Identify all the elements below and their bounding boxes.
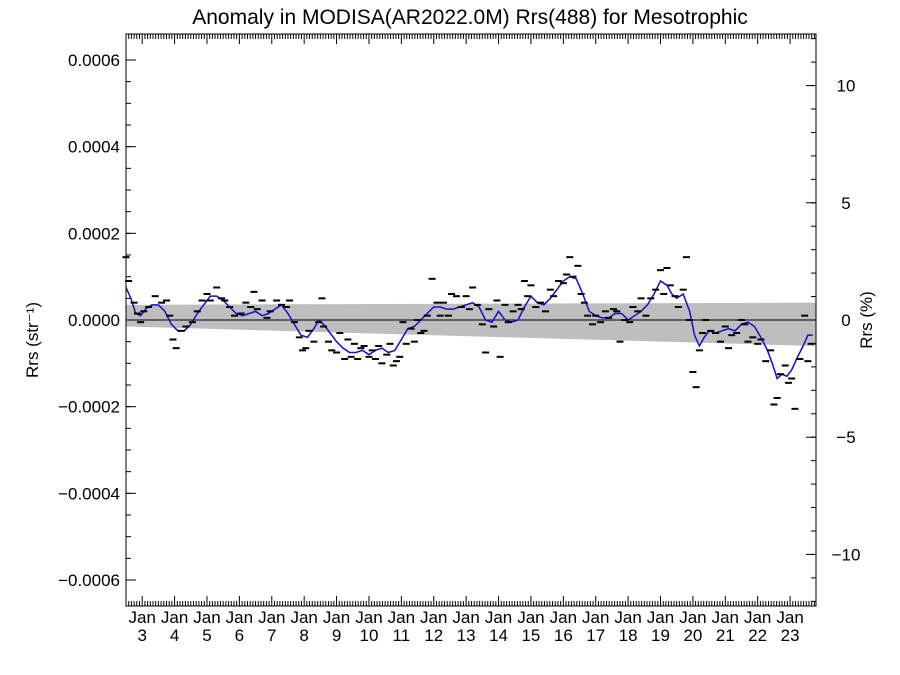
x-tick-year-label: 4 [170, 626, 179, 645]
x-tick-month-label: Jan [452, 608, 479, 627]
right-tick-label: 10 [837, 77, 856, 96]
right-y-axis: 10 5 0 −5 −10 [806, 38, 861, 602]
x-tick-month-label: Jan [582, 608, 609, 627]
x-tick-year-label: 20 [683, 626, 702, 645]
x-tick-month-label: Jan [776, 608, 803, 627]
x-tick-month-label: Jan [550, 608, 577, 627]
x-tick-year-label: 16 [554, 626, 573, 645]
x-tick-month-label: Jan [290, 608, 317, 627]
right-tick-label: 5 [841, 194, 850, 213]
x-tick-year-label: 12 [424, 626, 443, 645]
x-tick-year-label: 5 [202, 626, 211, 645]
x-tick-month-label: Jan [323, 608, 350, 627]
x-tick-year-label: 18 [619, 626, 638, 645]
x-tick-year-label: 6 [235, 626, 244, 645]
x-tick-month-label: Jan [258, 608, 285, 627]
chart-title: Anomaly in MODISA(AR2022.0M) Rrs(488) fo… [192, 6, 748, 29]
x-tick-month-label: Jan [744, 608, 771, 627]
uncertainty-band-area [126, 302, 816, 346]
x-tick-month-label: Jan [679, 608, 706, 627]
x-tick-year-label: 7 [267, 626, 276, 645]
x-tick-month-label: Jan [647, 608, 674, 627]
x-tick-month-label: Jan [712, 608, 739, 627]
x-tick-year-label: 23 [781, 626, 800, 645]
x-tick-year-label: 22 [748, 626, 767, 645]
left-y-axis: 0.0006 0.0004 0.0002 0.0000 −0.0002 −0.0004 −0… [58, 51, 136, 590]
x-tick-year-label: 15 [521, 626, 540, 645]
right-tick-label: −5 [836, 428, 855, 447]
left-tick-label: −0.0004 [58, 484, 120, 503]
x-tick-year-label: 17 [586, 626, 605, 645]
uncertainty-band [126, 302, 816, 346]
x-tick-year-label: 9 [332, 626, 341, 645]
x-tick-year-label: 10 [359, 626, 378, 645]
right-tick-label: −10 [832, 545, 861, 564]
x-axis: Jan3Jan4Jan5Jan6Jan7Jan8Jan9Jan10Jan11Ja… [125, 34, 815, 645]
x-tick-month-label: Jan [128, 608, 155, 627]
left-tick-label: 0.0000 [68, 311, 120, 330]
x-tick-year-label: 8 [299, 626, 308, 645]
x-tick-month-label: Jan [226, 608, 253, 627]
x-tick-month-label: Jan [420, 608, 447, 627]
left-tick-label: 0.0006 [68, 51, 120, 70]
x-tick-year-label: 11 [393, 626, 411, 645]
right-tick-label: 0 [841, 311, 850, 330]
right-axis-label: Rrs (%) [857, 291, 876, 349]
x-tick-month-label: Jan [485, 608, 512, 627]
left-tick-label: −0.0006 [58, 571, 120, 590]
left-tick-label: −0.0002 [58, 398, 120, 417]
x-tick-month-label: Jan [517, 608, 544, 627]
x-tick-year-label: 21 [716, 626, 735, 645]
x-tick-month-label: Jan [161, 608, 188, 627]
monthly-anomaly-points [122, 256, 815, 410]
left-axis-label: Rrs (str⁻¹) [23, 302, 42, 378]
x-tick-month-label: Jan [193, 608, 220, 627]
x-tick-year-label: 14 [489, 626, 508, 645]
x-tick-year-label: 3 [137, 626, 146, 645]
left-tick-label: 0.0004 [68, 138, 120, 157]
x-tick-month-label: Jan [388, 608, 415, 627]
x-tick-year-label: 13 [457, 626, 476, 645]
x-tick-month-label: Jan [614, 608, 641, 627]
left-tick-label: 0.0002 [68, 224, 120, 243]
x-tick-year-label: 19 [651, 626, 670, 645]
x-tick-month-label: Jan [355, 608, 382, 627]
